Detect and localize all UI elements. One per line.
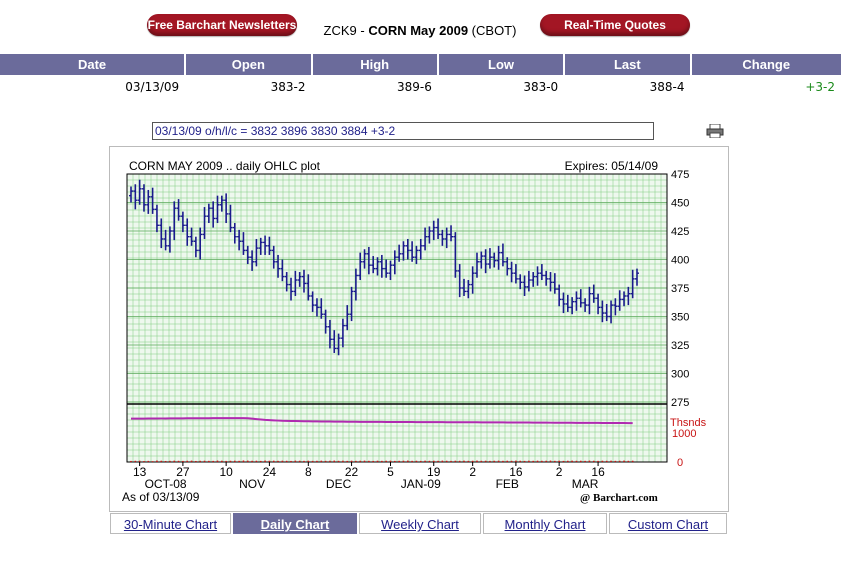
x-month-label: OCT-08 xyxy=(145,477,187,491)
tab-custom-chart[interactable]: Custom Chart xyxy=(609,513,727,534)
x-day-label: 2 xyxy=(556,465,563,479)
x-day-label: 13 xyxy=(133,465,147,479)
x-day-label: 16 xyxy=(591,465,605,479)
x-month-label: JAN-09 xyxy=(401,477,441,491)
open-interest-line xyxy=(130,417,633,425)
expires-label: Expires: 05/14/09 xyxy=(565,159,659,173)
price-tick-label: 275 xyxy=(671,397,689,409)
volume-zero-label: 0 xyxy=(677,457,683,469)
x-day-label: 10 xyxy=(219,465,233,479)
ohlc-chart: CORN MAY 2009 .. daily OHLC plot Expires:… xyxy=(122,159,707,504)
price-tick-label: 400 xyxy=(671,255,689,267)
quote-table: Date Open High Low Last Change 03/13/09 … xyxy=(0,54,841,99)
col-high-header: High xyxy=(311,54,439,75)
plot-border xyxy=(126,173,668,463)
price-tick-label: 300 xyxy=(671,369,689,381)
cell-date: 03/13/09 xyxy=(125,80,180,94)
price-tick-label: 325 xyxy=(671,340,689,352)
tab-daily-chart[interactable]: Daily Chart xyxy=(233,513,357,534)
x-month-label: NOV xyxy=(239,477,265,491)
tab-30-minute-chart[interactable]: 30-Minute Chart xyxy=(110,513,231,534)
cell-low: 383-0 xyxy=(523,80,559,94)
table-row: 03/13/09 383-2 389-6 383-0 388-4 +3-2 xyxy=(0,75,841,99)
free-newsletters-button[interactable]: Free Barchart Newsletters xyxy=(147,14,297,36)
x-day-label: 27 xyxy=(176,465,190,479)
x-day-label: 2 xyxy=(469,465,476,479)
price-tick-label: 350 xyxy=(671,312,689,324)
x-day-label: 22 xyxy=(345,465,359,479)
exchange-text: (CBOT) xyxy=(468,23,517,38)
tab-monthly-chart[interactable]: Monthly Chart xyxy=(483,513,607,534)
price-tick-label: 450 xyxy=(671,198,689,210)
cell-change: +3-2 xyxy=(805,80,835,94)
barchart-credit: @ Barchart.com xyxy=(580,492,658,504)
quote-header-row: Date Open High Low Last Change xyxy=(0,54,841,75)
price-tick-label: 475 xyxy=(671,169,689,181)
as-of-label: As of 03/13/09 xyxy=(122,490,200,504)
price-tick-label: 375 xyxy=(671,283,689,295)
x-month-label: MAR xyxy=(572,477,599,491)
x-day-label: 24 xyxy=(263,465,277,479)
symbol-text: ZCK9 - xyxy=(323,23,369,38)
chart-frame: CORN MAY 2009 .. daily OHLC plot Expires:… xyxy=(109,146,729,512)
chart-title: CORN MAY 2009 .. daily OHLC plot xyxy=(129,159,321,173)
cell-last: 388-4 xyxy=(649,80,685,94)
col-low-header: Low xyxy=(437,54,566,75)
col-change-header: Change xyxy=(690,54,841,75)
price-tick-label: 425 xyxy=(671,226,689,238)
volume-scale-label: 1000 xyxy=(672,428,696,440)
x-day-label: 19 xyxy=(427,465,441,479)
volume-units-label: Thsnds xyxy=(670,417,707,429)
cell-open: 383-2 xyxy=(270,80,306,94)
col-date-header: Date xyxy=(0,54,187,75)
col-open-header: Open xyxy=(185,54,313,75)
x-day-label: 8 xyxy=(305,465,312,479)
contract-name: CORN May 2009 xyxy=(368,23,469,38)
tab-weekly-chart[interactable]: Weekly Chart xyxy=(359,513,481,534)
contract-title: ZCK9 - CORN May 2009 (CBOT) xyxy=(305,23,535,38)
x-month-label: DEC xyxy=(326,477,352,491)
col-last-header: Last xyxy=(564,54,692,75)
realtime-quotes-button[interactable]: Real-Time Quotes xyxy=(540,14,690,36)
x-month-label: FEB xyxy=(496,477,519,491)
x-day-label: 5 xyxy=(387,465,394,479)
x-day-label: 16 xyxy=(509,465,523,479)
cell-high: 389-6 xyxy=(396,80,432,94)
ohlc-readout: 03/13/09 o/h/l/c = 3832 3896 3830 3884 +… xyxy=(152,122,654,140)
printer-icon[interactable] xyxy=(706,124,724,138)
